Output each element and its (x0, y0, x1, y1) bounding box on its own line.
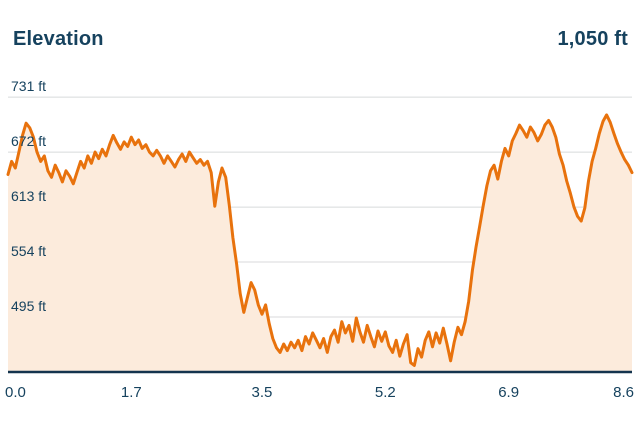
y-axis-label: 613 ft (11, 188, 47, 205)
x-axis-label: 8.6 (613, 384, 634, 401)
chart-header: Elevation 1,050 ft (0, 28, 640, 62)
elevation-chart[interactable]: 731 ft 672 ft 613 ft 554 ft 495 ft 0.0 1.7 3.5… (0, 72, 640, 412)
y-axis-label: 554 ft (11, 243, 47, 260)
y-axis-label: 495 ft (11, 298, 47, 315)
x-axis-label: 0.0 (5, 384, 26, 401)
x-axis-label: 1.7 (120, 384, 142, 401)
elevation-line (6, 113, 634, 367)
elevation-area (8, 114, 632, 373)
elevation-gain-value: 1,050 ft (557, 28, 628, 50)
x-axis-label: 5.2 (374, 384, 396, 401)
x-axis-label: 3.5 (251, 384, 273, 401)
x-axis-label: 6.9 (498, 384, 520, 401)
elevation-chart-canvas[interactable] (0, 72, 640, 376)
y-axis-label: 672 ft (11, 133, 47, 150)
y-axis-label: 731 ft (11, 78, 47, 95)
chart-title: Elevation (13, 28, 104, 50)
